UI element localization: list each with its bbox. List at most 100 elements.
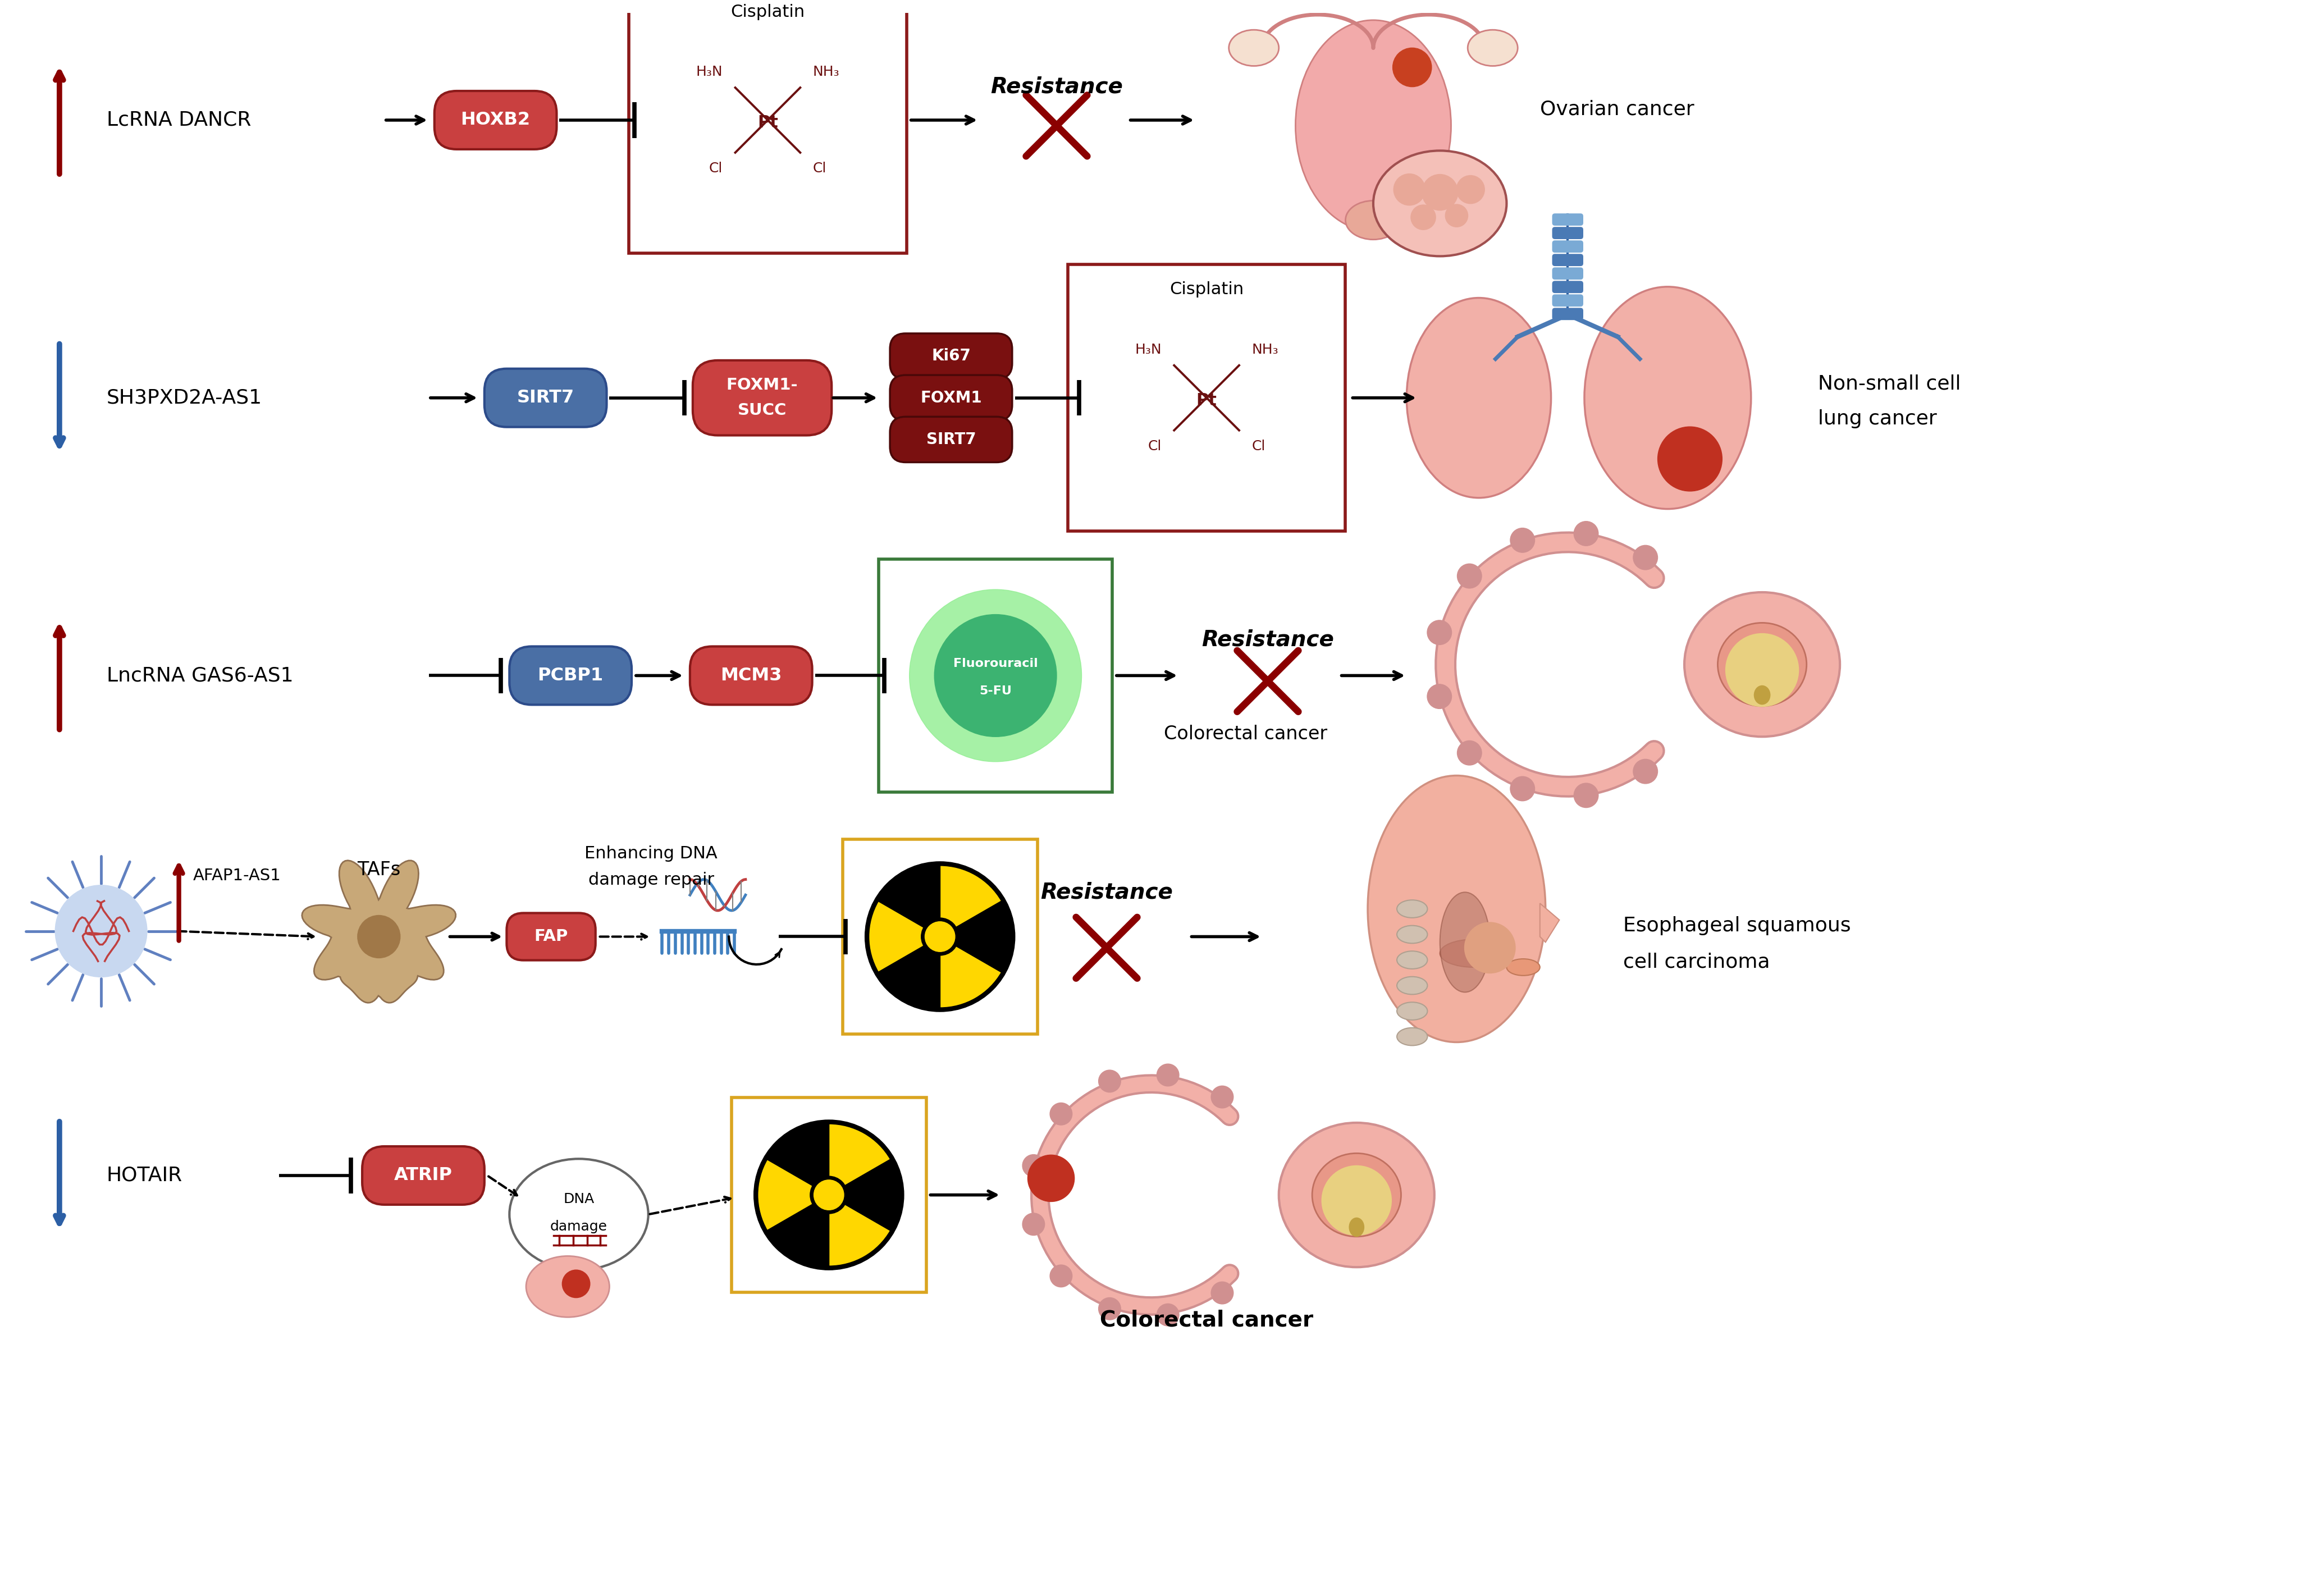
Text: FOXM1-: FOXM1- — [726, 377, 798, 393]
Text: SUCC: SUCC — [738, 402, 787, 418]
FancyBboxPatch shape — [506, 913, 596, 961]
Circle shape — [1465, 922, 1516, 972]
Wedge shape — [868, 902, 940, 972]
Circle shape — [1212, 1282, 1232, 1304]
Circle shape — [1427, 621, 1451, 645]
FancyBboxPatch shape — [843, 839, 1037, 1034]
FancyBboxPatch shape — [508, 646, 631, 705]
Circle shape — [1393, 48, 1432, 86]
Circle shape — [1098, 1298, 1121, 1320]
FancyBboxPatch shape — [889, 375, 1012, 421]
Text: Resistance: Resistance — [1040, 881, 1172, 903]
Circle shape — [1395, 174, 1425, 206]
Text: cell carcinoma: cell carcinoma — [1622, 953, 1771, 972]
Polygon shape — [1539, 903, 1560, 942]
Text: H₃N: H₃N — [696, 65, 722, 78]
Ellipse shape — [1367, 776, 1546, 1042]
Circle shape — [1024, 1154, 1044, 1176]
Ellipse shape — [1374, 150, 1506, 257]
Ellipse shape — [1349, 1218, 1365, 1237]
Wedge shape — [940, 937, 1003, 1009]
Circle shape — [1458, 176, 1485, 203]
Text: Cl: Cl — [708, 161, 722, 176]
Text: Resistance: Resistance — [1202, 629, 1335, 650]
Text: damage: damage — [550, 1219, 608, 1234]
Text: Cl: Cl — [812, 161, 826, 176]
Text: lung cancer: lung cancer — [1817, 410, 1936, 428]
Circle shape — [1727, 634, 1799, 705]
FancyBboxPatch shape — [1553, 254, 1583, 267]
Circle shape — [1028, 1156, 1075, 1202]
Circle shape — [1098, 1069, 1121, 1092]
Circle shape — [1212, 1085, 1232, 1108]
Wedge shape — [940, 865, 1003, 937]
FancyBboxPatch shape — [1553, 294, 1583, 306]
Circle shape — [810, 1176, 847, 1213]
Ellipse shape — [508, 1159, 648, 1270]
FancyBboxPatch shape — [1553, 268, 1583, 279]
FancyBboxPatch shape — [485, 369, 606, 428]
Circle shape — [1634, 546, 1657, 570]
Circle shape — [910, 589, 1082, 761]
Ellipse shape — [1585, 287, 1750, 509]
Circle shape — [1574, 522, 1599, 546]
FancyBboxPatch shape — [1553, 308, 1583, 321]
Ellipse shape — [1228, 30, 1279, 65]
Text: FAP: FAP — [534, 929, 569, 945]
Text: SH3PXD2A-AS1: SH3PXD2A-AS1 — [107, 388, 262, 407]
Circle shape — [815, 1179, 845, 1210]
Text: LncRNA GAS6-AS1: LncRNA GAS6-AS1 — [107, 666, 292, 685]
FancyBboxPatch shape — [692, 361, 831, 436]
FancyBboxPatch shape — [434, 91, 557, 150]
Text: Ki67: Ki67 — [931, 348, 970, 364]
FancyBboxPatch shape — [1553, 214, 1583, 225]
Circle shape — [1458, 563, 1481, 589]
Text: Esophageal squamous: Esophageal squamous — [1622, 916, 1850, 935]
Circle shape — [1156, 1065, 1179, 1087]
Text: MCM3: MCM3 — [720, 667, 782, 685]
Text: Ovarian cancer: Ovarian cancer — [1539, 99, 1694, 118]
Circle shape — [1323, 1167, 1390, 1235]
Circle shape — [1458, 741, 1481, 764]
Text: damage repair: damage repair — [587, 871, 715, 887]
FancyBboxPatch shape — [1553, 241, 1583, 252]
FancyBboxPatch shape — [1068, 265, 1346, 531]
Text: AFAP1-AS1: AFAP1-AS1 — [193, 868, 281, 884]
Text: HOTAIR: HOTAIR — [107, 1167, 183, 1186]
Text: H₃N: H₃N — [1135, 343, 1160, 356]
FancyBboxPatch shape — [880, 559, 1112, 792]
Text: SIRT7: SIRT7 — [518, 389, 573, 407]
Ellipse shape — [1397, 977, 1427, 994]
Circle shape — [1511, 528, 1534, 552]
Circle shape — [1427, 685, 1451, 709]
Circle shape — [1049, 1103, 1072, 1125]
Circle shape — [56, 886, 146, 977]
Ellipse shape — [1279, 1122, 1434, 1267]
FancyBboxPatch shape — [1553, 281, 1583, 294]
Text: Resistance: Resistance — [991, 77, 1123, 97]
Circle shape — [935, 614, 1056, 737]
Text: ATRIP: ATRIP — [395, 1167, 453, 1184]
Circle shape — [1411, 206, 1434, 230]
Circle shape — [562, 1270, 590, 1298]
Text: DNA: DNA — [564, 1192, 594, 1205]
Ellipse shape — [1397, 1002, 1427, 1020]
Text: Cl: Cl — [1251, 439, 1265, 453]
Circle shape — [926, 921, 954, 951]
Text: TAFs: TAFs — [357, 860, 402, 879]
Circle shape — [1446, 204, 1467, 227]
Circle shape — [1511, 777, 1534, 801]
Circle shape — [1156, 1304, 1179, 1326]
Ellipse shape — [1397, 926, 1427, 943]
Text: NH₃: NH₃ — [812, 65, 840, 78]
Circle shape — [921, 918, 959, 956]
Text: Colorectal cancer: Colorectal cancer — [1100, 1309, 1314, 1331]
Polygon shape — [302, 860, 455, 1002]
Ellipse shape — [1397, 1028, 1427, 1045]
Ellipse shape — [1439, 940, 1506, 967]
Ellipse shape — [1346, 201, 1402, 239]
Wedge shape — [829, 1124, 891, 1195]
Text: Colorectal cancer: Colorectal cancer — [1163, 725, 1328, 744]
FancyBboxPatch shape — [889, 417, 1012, 463]
FancyBboxPatch shape — [689, 646, 812, 705]
